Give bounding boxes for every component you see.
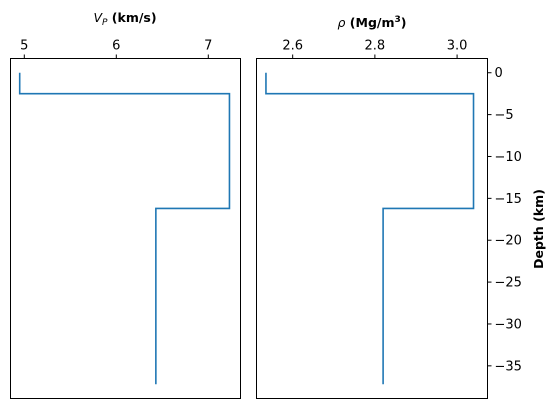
plot-frame-density — [256, 58, 488, 399]
ytick-label: −15 — [495, 192, 522, 207]
ytick-label: −35 — [495, 359, 522, 374]
xtick-label: 5 — [20, 39, 28, 54]
panel-vp: 5 6 7 VP (km/s) — [10, 10, 241, 399]
series-line-vp — [18, 72, 231, 385]
plot-frame-vp — [10, 58, 241, 399]
xlabel-vp: VP (km/s) — [93, 10, 156, 28]
xtick-label: 7 — [204, 39, 212, 54]
series-vp — [18, 72, 231, 385]
ytick-label: −20 — [495, 234, 522, 249]
ytick-label: −5 — [495, 108, 514, 123]
series-line-density — [265, 72, 475, 385]
xlabel-density: ρ (Mg/m3) — [338, 15, 407, 30]
xtick-label: 2.8 — [365, 39, 386, 54]
ytick-label: −30 — [495, 317, 522, 332]
ylabel-depth: Depth (km) — [531, 189, 546, 269]
yticks-density: 0 −5 −10 −15 −20 −25 −30 −35 — [487, 66, 522, 374]
xtick-label: 3.0 — [447, 39, 468, 54]
ytick-label: −10 — [495, 150, 522, 165]
xticks-vp: 5 6 7 — [20, 39, 212, 59]
panel-density: 2.6 2.8 3.0 0 −5 −10 −15 −20 −25 −30 −35 ρ (Mg/m3… — [256, 15, 546, 399]
series-density — [265, 72, 475, 385]
xtick-label: 6 — [112, 39, 120, 54]
xticks-density: 2.6 2.8 3.0 — [282, 39, 467, 59]
ytick-label: 0 — [495, 66, 503, 81]
xtick-label: 2.6 — [282, 39, 303, 54]
ytick-label: −25 — [495, 276, 522, 291]
